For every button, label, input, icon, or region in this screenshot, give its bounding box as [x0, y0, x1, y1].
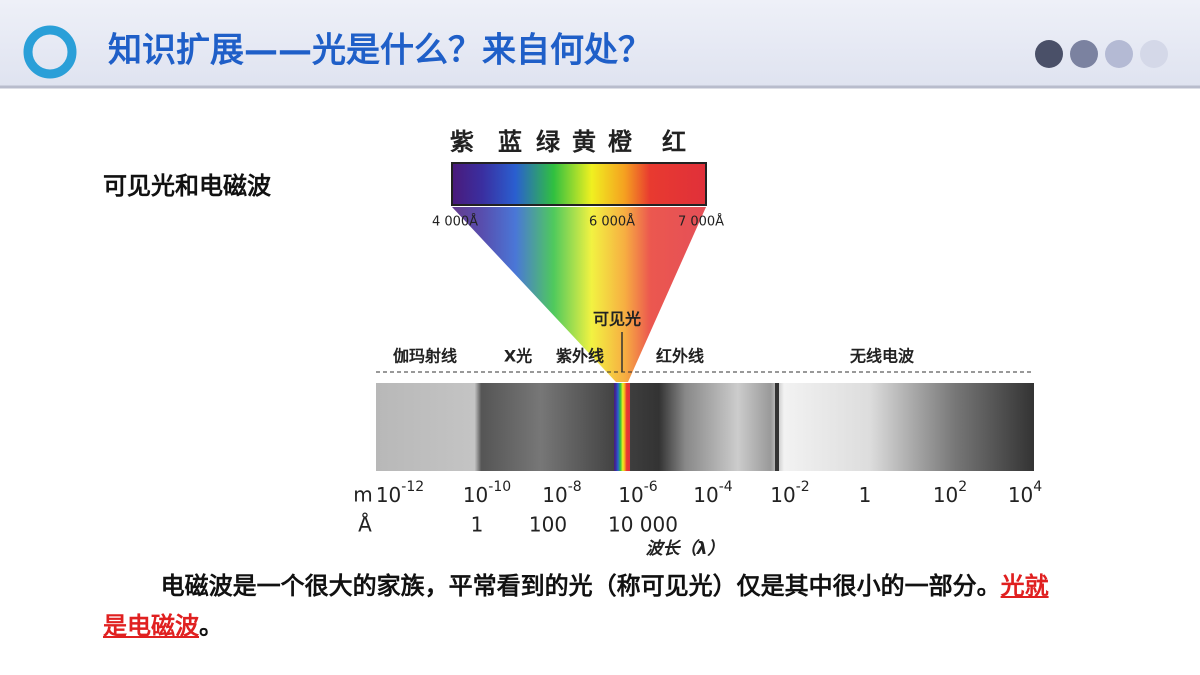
- m-unit: m: [353, 483, 372, 507]
- tick-exp: -8: [568, 479, 582, 495]
- tick-base: 10: [693, 483, 718, 507]
- color-label: 紫: [450, 128, 474, 156]
- tick-base: 10: [933, 483, 958, 507]
- visible-label: 可见光: [593, 310, 641, 329]
- axis-label: 波长（λ）: [646, 539, 725, 559]
- visible-bar: [451, 162, 707, 206]
- em-visible-strip: [614, 383, 630, 471]
- tick-exp: 2: [958, 479, 967, 495]
- a-tick-label: 1: [471, 513, 484, 537]
- dot: [1140, 40, 1168, 68]
- tick-base: 10: [1008, 483, 1033, 507]
- band-label: 红外线: [656, 347, 704, 366]
- wavelength-label: 4 000Å: [432, 214, 478, 230]
- tick-exp: -10: [488, 479, 511, 495]
- color-label: 红: [662, 128, 686, 156]
- wavelength-label: 7 000Å: [678, 214, 724, 230]
- tick-base: 10: [770, 483, 795, 507]
- tick-exp: -2: [796, 479, 810, 495]
- color-label: 绿: [536, 128, 561, 156]
- paragraph: 电磁波是一个很大的家族，平常看到的光（称可见光）仅是其中很小的一部分。光就是电磁…: [103, 566, 1068, 646]
- tick-exp: -12: [401, 479, 424, 495]
- tick-base: 1: [859, 483, 872, 507]
- tick-exp: 4: [1033, 479, 1042, 495]
- tick-base: 10: [463, 483, 488, 507]
- highlight: 光就是电磁波: [103, 572, 1049, 640]
- m-tick-label: 1: [859, 483, 872, 507]
- a-tick-label: 100: [529, 513, 567, 537]
- m-tick-label: 104: [1008, 479, 1042, 507]
- tick-exp: -6: [644, 479, 658, 495]
- m-tick-label: 10-6: [618, 479, 658, 507]
- logo: [23, 25, 77, 79]
- dot: [1070, 40, 1098, 68]
- a-unit: Å: [358, 513, 372, 537]
- wavelength-label: 6 000Å: [589, 214, 635, 230]
- dot: [1105, 40, 1133, 68]
- paragraph-end: 。: [199, 612, 223, 640]
- color-label: 黄: [572, 128, 596, 156]
- m-tick-label: 10-2: [770, 479, 809, 507]
- header-bg: [0, 0, 1200, 86]
- slide-title: 知识扩展——光是什么？来自何处？: [108, 31, 652, 71]
- m-tick-label: 10-8: [542, 479, 581, 507]
- tick-exp: -4: [719, 479, 733, 495]
- dot: [1035, 40, 1063, 68]
- em-bar: [376, 383, 1034, 471]
- band-label: X光: [504, 347, 532, 366]
- band-label: 伽玛射线: [393, 347, 457, 366]
- section-label: 可见光和电磁波: [103, 172, 272, 200]
- band-label: 紫外线: [556, 347, 604, 366]
- diagram-labels: 紫蓝绿黄橙 红 4 000Å 6 000Å 7 000Å 可见光伽玛射线 X光 紫外线 红外线 无…: [353, 128, 1042, 559]
- visible-fan: [452, 207, 706, 382]
- tick-base: 10: [376, 483, 401, 507]
- a-tick-label: 10 000: [608, 513, 678, 537]
- m-tick-label: 10-4: [693, 479, 733, 507]
- paragraph-text: 电磁波是一个很大的家族，平常看到的光（称可见光）仅是其中很小的一部分。: [160, 572, 1001, 600]
- tick-base: 10: [618, 483, 643, 507]
- tick-base: 10: [542, 483, 567, 507]
- m-tick-label: 10-12: [376, 479, 424, 507]
- band-label: 无线电波: [849, 347, 915, 366]
- m-tick-label: 102: [933, 479, 967, 507]
- color-label: 蓝: [498, 128, 522, 156]
- m-tick-label: 10-10: [463, 479, 511, 507]
- color-label: 橙: [608, 128, 633, 156]
